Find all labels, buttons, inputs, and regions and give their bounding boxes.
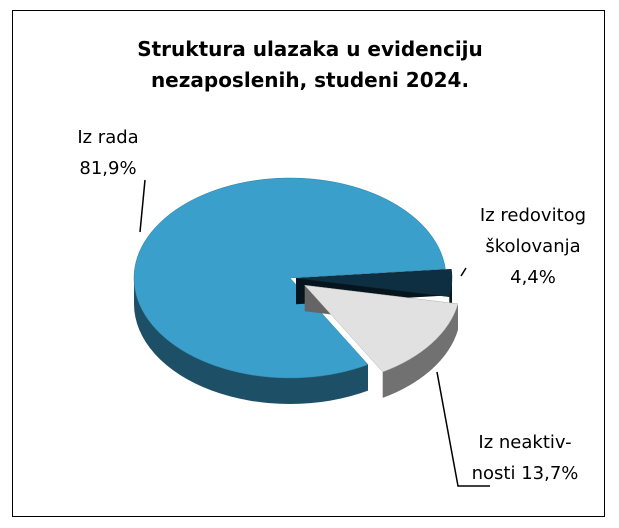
chart-border xyxy=(12,10,605,517)
leader-line xyxy=(436,371,490,487)
slice xyxy=(304,284,459,373)
slice xyxy=(133,177,446,379)
slice-label: Iz redovitog školovanja 4,4% xyxy=(468,200,598,293)
slice-label: Iz rada 81,9% xyxy=(48,122,168,184)
chart-title: Struktura ulazaka u evidenciju nezaposle… xyxy=(137,37,483,92)
leader-line xyxy=(139,179,146,233)
category-label: Iz redovitog školovanja xyxy=(479,205,587,257)
value-label: 13,7% xyxy=(521,463,579,484)
slice-side xyxy=(134,278,368,404)
value-label: 4,4% xyxy=(510,267,556,288)
value-label: 81,9% xyxy=(79,158,137,179)
leader-line xyxy=(460,267,467,277)
slice-label: Iz neaktiv-nosti 13,7% xyxy=(462,427,588,489)
slice-side xyxy=(382,303,458,398)
category-label: Iz neaktiv-nosti xyxy=(471,432,572,484)
category-label: Iz rada xyxy=(77,127,139,148)
slice xyxy=(295,268,453,298)
pie xyxy=(133,177,459,404)
